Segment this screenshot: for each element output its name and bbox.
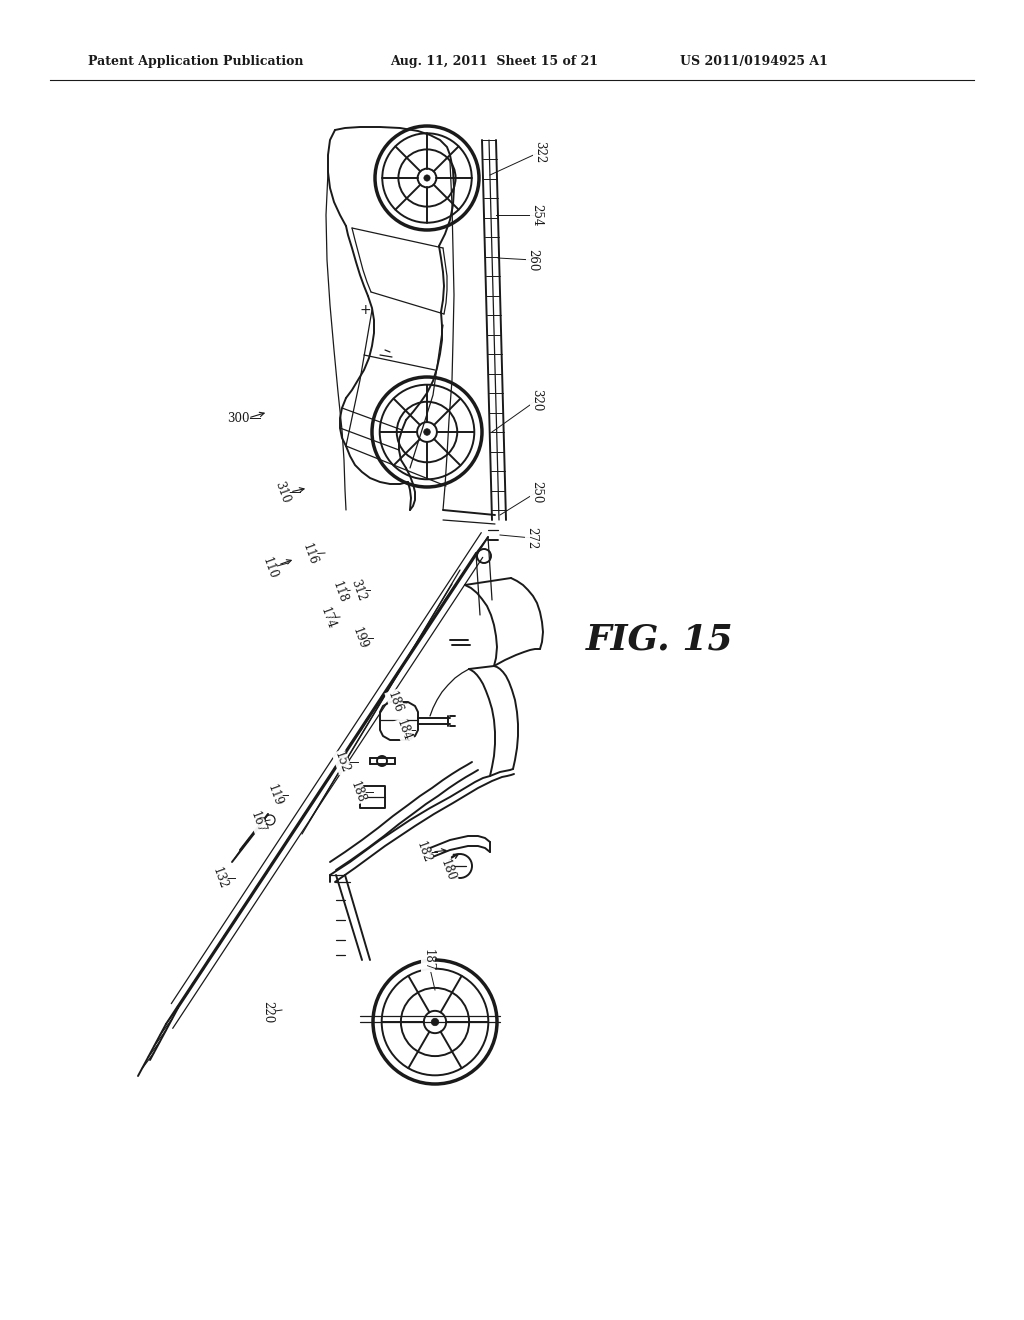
Text: 310: 310 xyxy=(272,479,292,504)
Text: 182: 182 xyxy=(414,840,434,865)
Text: 272: 272 xyxy=(525,527,539,549)
Text: 186: 186 xyxy=(385,689,404,714)
Circle shape xyxy=(424,429,430,436)
Text: 110: 110 xyxy=(260,556,280,581)
Text: 260: 260 xyxy=(526,248,540,271)
Text: 220: 220 xyxy=(261,1001,274,1023)
Text: FIG. 15: FIG. 15 xyxy=(586,623,734,657)
Text: 180: 180 xyxy=(438,857,458,883)
Text: 199: 199 xyxy=(350,626,370,651)
Circle shape xyxy=(431,1018,438,1026)
Text: 116: 116 xyxy=(300,541,319,566)
Text: 254: 254 xyxy=(530,203,544,226)
Text: US 2011/0194925 A1: US 2011/0194925 A1 xyxy=(680,55,827,69)
Text: 174: 174 xyxy=(318,606,338,631)
Text: Aug. 11, 2011  Sheet 15 of 21: Aug. 11, 2011 Sheet 15 of 21 xyxy=(390,55,598,69)
Text: 187: 187 xyxy=(422,949,434,972)
Text: 184: 184 xyxy=(394,717,414,743)
Text: 322: 322 xyxy=(534,141,547,164)
Text: 300: 300 xyxy=(226,412,249,425)
Text: Patent Application Publication: Patent Application Publication xyxy=(88,55,303,69)
Text: 152: 152 xyxy=(332,750,352,775)
Text: +: + xyxy=(359,304,371,317)
Text: 312: 312 xyxy=(348,577,368,603)
Text: 188: 188 xyxy=(348,779,368,805)
Text: 119: 119 xyxy=(265,783,285,808)
Text: 167: 167 xyxy=(248,809,268,834)
Text: 132: 132 xyxy=(210,866,230,891)
Circle shape xyxy=(424,174,430,181)
Text: 320: 320 xyxy=(530,389,544,412)
Text: 118: 118 xyxy=(330,579,350,605)
Text: 250: 250 xyxy=(530,480,544,503)
